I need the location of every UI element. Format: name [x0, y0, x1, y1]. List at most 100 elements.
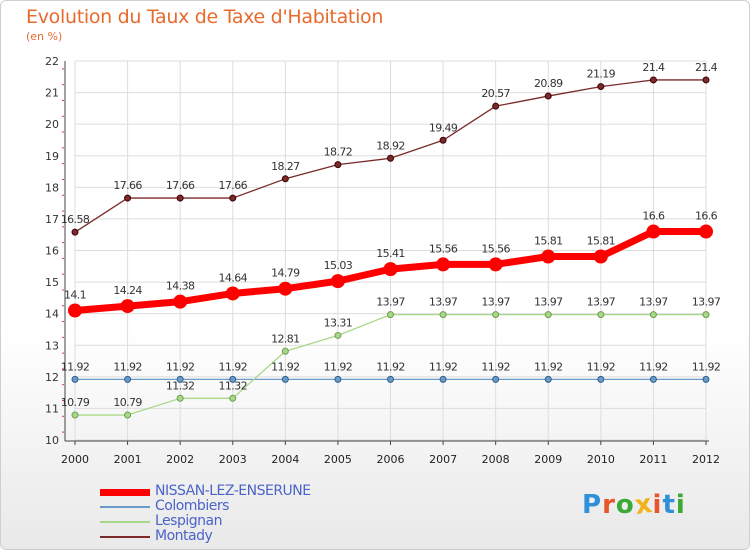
data-point	[597, 311, 605, 319]
data-label: 11.92	[587, 360, 616, 373]
data-label: 11.92	[534, 360, 563, 373]
data-label: 11.92	[639, 360, 668, 373]
data-label: 16.58	[61, 213, 90, 226]
y-tick-label: 18	[45, 181, 59, 194]
data-point	[436, 257, 451, 272]
legend-item: NISSAN-LEZ-ENSERUNE	[100, 483, 380, 499]
data-label: 15.56	[429, 242, 458, 255]
data-label: 10.79	[61, 396, 90, 409]
data-point	[492, 375, 500, 383]
data-point	[699, 224, 713, 239]
data-point	[71, 411, 79, 419]
data-point	[597, 375, 605, 383]
y-tick-label: 22	[45, 55, 59, 68]
legend-item: Lespignan	[100, 513, 380, 529]
y-tick-label: 20	[45, 118, 59, 131]
data-label: 20.57	[481, 87, 510, 100]
y-tick-label: 12	[45, 371, 59, 384]
y-tick-label: 10	[45, 434, 59, 447]
data-point	[649, 76, 657, 84]
data-point	[544, 92, 552, 100]
data-label: 18.92	[376, 139, 405, 152]
data-label: 19.49	[429, 121, 458, 134]
data-point	[229, 375, 237, 383]
chart-title: Evolution du Taux de Taxe d'Habitation	[26, 6, 384, 28]
x-tick-label: 2007	[429, 453, 457, 466]
y-tick-label: 21	[45, 87, 59, 100]
data-label: 11.92	[324, 360, 353, 373]
data-label: 13.97	[376, 296, 405, 309]
data-point	[120, 299, 135, 314]
legend-label: Lespignan	[155, 513, 222, 529]
data-point	[387, 375, 394, 383]
data-point	[173, 294, 188, 309]
legend-label: Colombiers	[155, 498, 229, 514]
y-tick-label: 11	[45, 402, 59, 415]
data-label: 13.97	[587, 296, 616, 309]
data-point	[225, 286, 240, 301]
data-label: 16.6	[642, 210, 665, 223]
data-label: 11.32	[219, 379, 248, 392]
axes: 10 11 12 13 14 15 16 17 18 19 20 21 22 2000 2001 2002 20…	[45, 55, 720, 466]
x-tick-label: 2006	[377, 453, 405, 466]
x-tick-label: 2002	[166, 453, 194, 466]
data-point	[330, 274, 345, 289]
data-label: 21.4	[695, 61, 718, 74]
data-label: 13.97	[534, 296, 563, 309]
data-point	[278, 281, 293, 296]
x-tick-label: 2005	[324, 453, 352, 466]
y-tick-label: 17	[45, 213, 59, 226]
data-point	[649, 375, 657, 383]
data-label: 17.66	[166, 179, 195, 192]
data-label: 18.27	[271, 160, 300, 173]
data-point	[334, 375, 342, 383]
data-label: 13.97	[481, 296, 510, 309]
data-point	[387, 311, 394, 319]
x-tick-label: 2000	[61, 453, 89, 466]
data-label: 21.19	[587, 68, 616, 81]
y-tick-label: 19	[45, 150, 59, 163]
data-point	[176, 194, 184, 202]
data-label: 11.92	[113, 360, 142, 373]
data-label: 10.79	[113, 396, 142, 409]
data-point	[387, 154, 394, 162]
data-point	[124, 411, 132, 419]
data-point	[334, 161, 342, 169]
data-label: 21.4	[642, 61, 665, 74]
data-label: 13.97	[639, 296, 668, 309]
data-point	[229, 194, 237, 202]
data-point	[68, 303, 82, 318]
x-tick-label: 2011	[639, 453, 667, 466]
legend-swatch	[100, 521, 150, 523]
data-label: 14.24	[113, 284, 142, 297]
data-label: 11.92	[271, 360, 300, 373]
data-labels: 14.1 14.24 14.38 14.64 14.79 15.03 15.41 15.56 1…	[61, 61, 722, 409]
data-point	[702, 375, 710, 383]
data-label: 20.89	[534, 77, 563, 90]
y-tick-label: 14	[45, 308, 59, 321]
data-label: 11.92	[376, 360, 405, 373]
data-point	[593, 249, 608, 264]
data-point	[71, 375, 79, 383]
data-label: 11.92	[481, 360, 510, 373]
data-point	[597, 83, 605, 91]
legend-swatch	[100, 488, 150, 496]
chart-subtitle: (en %)	[26, 30, 63, 43]
data-label: 11.92	[692, 360, 721, 373]
x-tick-label: 2008	[482, 453, 510, 466]
data-label: 15.03	[324, 259, 353, 272]
data-label: 15.81	[587, 235, 616, 248]
data-point	[439, 311, 447, 319]
data-label: 13.97	[692, 296, 721, 309]
data-point	[176, 394, 184, 402]
legend-item: Colombiers	[100, 498, 380, 514]
data-point	[702, 76, 710, 84]
data-point	[544, 375, 552, 383]
x-tick-label: 2001	[114, 453, 142, 466]
data-label: 15.81	[534, 235, 563, 248]
data-point	[334, 331, 342, 339]
data-label: 13.31	[324, 316, 353, 329]
data-label: 12.81	[271, 332, 300, 345]
data-label: 14.64	[219, 271, 248, 284]
data-label: 11.92	[166, 360, 195, 373]
